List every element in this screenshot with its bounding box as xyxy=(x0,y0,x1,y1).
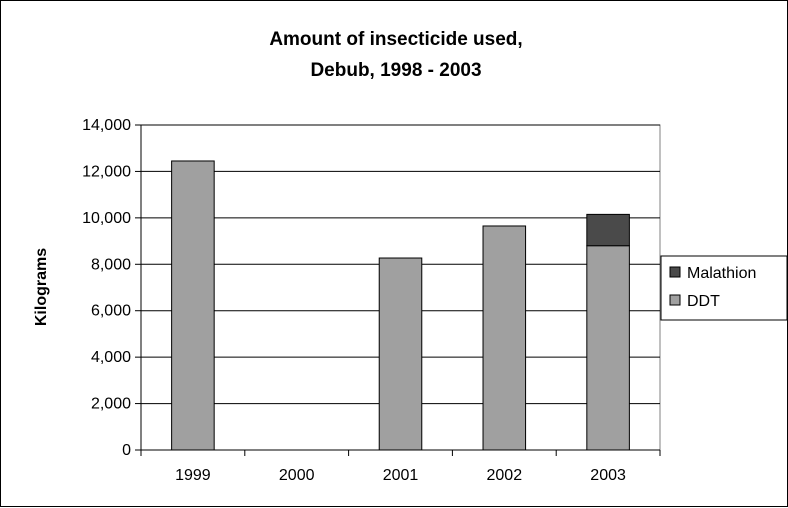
x-tick-label: 2002 xyxy=(487,467,523,484)
legend-swatch-malathion xyxy=(669,266,681,278)
y-tick-label: 8,000 xyxy=(91,256,131,273)
legend: Malathion DDT xyxy=(660,255,788,321)
y-tick-label: 6,000 xyxy=(91,303,131,320)
y-tick-labels: 0 2,000 4,000 6,000 8,000 10,000 12,000 14,000 xyxy=(82,117,131,459)
x-tick-labels: 1999 2000 2001 2002 2003 xyxy=(175,467,626,484)
y-tick-label: 0 xyxy=(122,442,131,459)
x-tick-label: 1999 xyxy=(175,467,211,484)
y-tick-label: 4,000 xyxy=(91,349,131,366)
y-tick-label: 12,000 xyxy=(82,163,131,180)
x-tick-label: 2000 xyxy=(279,467,315,484)
chart-title-line-1: Amount of insecticide used, xyxy=(269,29,522,50)
bar-ddt-1999 xyxy=(171,160,215,451)
chart-title: Amount of insecticide used, Debub, 1998 … xyxy=(269,29,522,81)
bars xyxy=(171,160,630,451)
legend-box xyxy=(660,255,788,321)
legend-label-malathion: Malathion xyxy=(687,265,756,282)
legend-swatch-ddt xyxy=(669,294,681,306)
y-axis-label: Kilograms xyxy=(33,248,50,326)
bar-ddt-2002 xyxy=(482,225,527,451)
y-tick-label: 10,000 xyxy=(82,210,131,227)
x-tick-label: 2003 xyxy=(590,467,626,484)
y-tick-label: 2,000 xyxy=(91,396,131,413)
bar-malathion-2003 xyxy=(586,213,630,247)
bar-ddt-2001 xyxy=(378,257,423,451)
legend-label-ddt: DDT xyxy=(687,293,720,310)
gridlines xyxy=(141,124,660,405)
axes xyxy=(135,124,661,456)
bar-ddt-2003 xyxy=(586,245,630,451)
x-tick-label: 2001 xyxy=(383,467,419,484)
y-tick-label: 14,000 xyxy=(82,117,131,134)
chart-title-line-2: Debub, 1998 - 2003 xyxy=(310,60,481,81)
